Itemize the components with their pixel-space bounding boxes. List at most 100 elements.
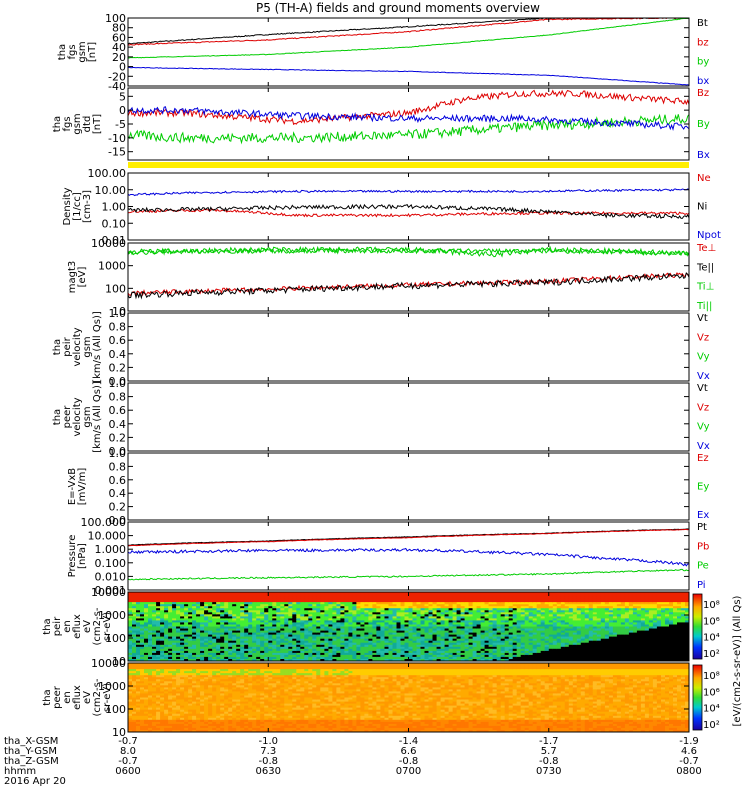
- y-axis-label: gsm: [82, 336, 93, 357]
- y-tick-label: 10000: [91, 237, 126, 250]
- series-line-p4-0: [128, 272, 689, 297]
- series-line-p2-1: [128, 113, 689, 145]
- y-axis-label: sr-eV): [102, 683, 113, 712]
- colorbar-tick: 10⁸: [703, 600, 720, 611]
- y-axis-label: (cm2-s-: [92, 607, 103, 645]
- legend-Ex: Ex: [697, 510, 709, 521]
- legend-Ne: Ne: [697, 173, 711, 184]
- y-tick-label: 10000: [91, 586, 126, 599]
- legend-Vx: Vx: [697, 371, 710, 382]
- y-tick-label: 0.4: [109, 487, 127, 500]
- y-tick-label: 1.000: [95, 543, 127, 556]
- y-axis-label: gsm: [72, 113, 83, 134]
- colorbar-tick: 10²: [703, 649, 720, 660]
- y-axis-label: [eV]: [77, 267, 88, 288]
- y-tick-label: 0.100: [95, 557, 127, 570]
- legend-Pb: Pb: [697, 541, 709, 552]
- series-line-p2-2: [128, 106, 689, 131]
- y-tick-label: 0.6: [109, 404, 127, 417]
- quality-flag-bar: [128, 162, 689, 168]
- colorbar-label: [eV/(cm2-s-sr-eV)] (All Qs): [732, 595, 743, 726]
- y-axis-label: fgs: [62, 116, 73, 131]
- y-axis-label: [km/s (All Qs)]: [92, 381, 103, 453]
- x-axis-row-label: tha_Z-GSM: [4, 756, 59, 767]
- y-tick-label: 0.010: [95, 570, 127, 583]
- series-line-p1-1: [128, 18, 689, 46]
- y-tick-label: 0.10: [102, 217, 127, 230]
- colorbar-tick: 10⁶: [703, 687, 720, 698]
- x-axis-row-label: tha_Y-GSM: [4, 746, 57, 757]
- y-tick-label: 1000: [98, 609, 126, 622]
- x-axis-value: -1.7: [539, 736, 559, 747]
- y-tick-label: 20: [112, 51, 126, 64]
- y-tick-label: -5: [115, 118, 126, 131]
- panel-frame: [127, 452, 690, 521]
- y-tick-label: 100: [105, 703, 126, 716]
- figure-title: P5 (TH-A) fields and ground moments over…: [256, 1, 540, 15]
- legend-Bx: Bx: [697, 150, 710, 161]
- y-axis-label: gsm: [77, 41, 88, 62]
- legend-Npot: Npot: [697, 230, 721, 241]
- x-axis-value: -0.8: [258, 756, 278, 767]
- y-tick-label: 0.8: [109, 321, 127, 334]
- colorbar-2: 10⁸ 10⁶ 10⁴ 10²: [692, 664, 720, 731]
- colorbar-tick: 10⁴: [703, 633, 720, 644]
- heatmap-p9: [128, 592, 689, 661]
- y-tick-label: 1.00: [102, 201, 127, 214]
- y-axis-label: [nT]: [92, 114, 103, 134]
- y-axis-label: E=-VxB: [67, 468, 78, 505]
- panel-frame: [127, 382, 690, 452]
- y-axis-label: tha: [52, 409, 63, 425]
- panel-p10: 10000 1000 100 10 tha peer en eflux eV (cm2-s-sr-…: [42, 657, 690, 739]
- x-axis-value: -1.9: [679, 736, 699, 747]
- y-axis-label: [cm-3]: [82, 190, 93, 223]
- x-axis-value: 0630: [256, 766, 281, 777]
- y-axis-label: tha: [42, 618, 53, 634]
- y-tick-label: 0.4: [109, 348, 127, 361]
- y-tick-label: 0.001: [95, 584, 127, 597]
- x-axis-value: -0.8: [539, 756, 559, 767]
- y-tick-label: 0.01: [102, 234, 127, 247]
- y-tick-label: 0.2: [109, 361, 127, 374]
- y-tick-label: 10.00: [95, 184, 127, 197]
- x-axis-value: 8.0: [120, 746, 136, 757]
- y-axis-label: velocity: [72, 327, 83, 366]
- series-line-p4-3: [128, 247, 689, 256]
- y-tick-label: 1.0: [109, 307, 127, 320]
- y-axis-label: magt3: [67, 261, 78, 294]
- x-axis-row-label: tha_X-GSM: [4, 736, 58, 747]
- y-tick-label: 10: [112, 726, 126, 739]
- legend-Ti||: Ti||: [696, 301, 712, 312]
- colorbar-tick: 10⁴: [703, 704, 720, 715]
- y-tick-label: 0.0: [109, 445, 127, 458]
- y-tick-label: 5: [119, 90, 126, 103]
- x-axis-row-label: 2016 Apr 20: [4, 776, 66, 787]
- y-tick-label: 0.6: [109, 474, 127, 487]
- legend-Vt: Vt: [697, 383, 708, 394]
- legend-Pi: Pi: [697, 580, 706, 591]
- y-axis-label: Density: [62, 187, 73, 225]
- series-line-p3-0: [128, 208, 689, 218]
- y-tick-label: 100: [105, 282, 126, 295]
- y-axis-label: peer: [62, 405, 73, 429]
- y-axis-label: tha: [52, 116, 63, 132]
- y-axis-label: [1/cc]: [72, 192, 83, 221]
- y-axis-label: tha: [52, 339, 63, 355]
- series-line-p1-0: [128, 18, 689, 45]
- x-axis-value: -0.7: [118, 756, 138, 767]
- x-axis-value: -0.7: [118, 736, 138, 747]
- panel-p3: 100.00 10.00 1.00 0.10 0.01 Density [1/cc] [cm-…: [62, 167, 721, 247]
- y-axis-label: eflux: [72, 614, 83, 639]
- x-axis-value: 0730: [536, 766, 561, 777]
- x-axis-value: 4.6: [681, 746, 697, 757]
- y-tick-label: 0.2: [109, 431, 127, 444]
- y-axis-label: tha: [57, 44, 68, 60]
- y-axis-label: en: [62, 620, 73, 633]
- y-tick-label: 80: [112, 22, 126, 35]
- legend-Te⊥: Te⊥: [696, 243, 716, 254]
- legend-Vx: Vx: [697, 441, 710, 452]
